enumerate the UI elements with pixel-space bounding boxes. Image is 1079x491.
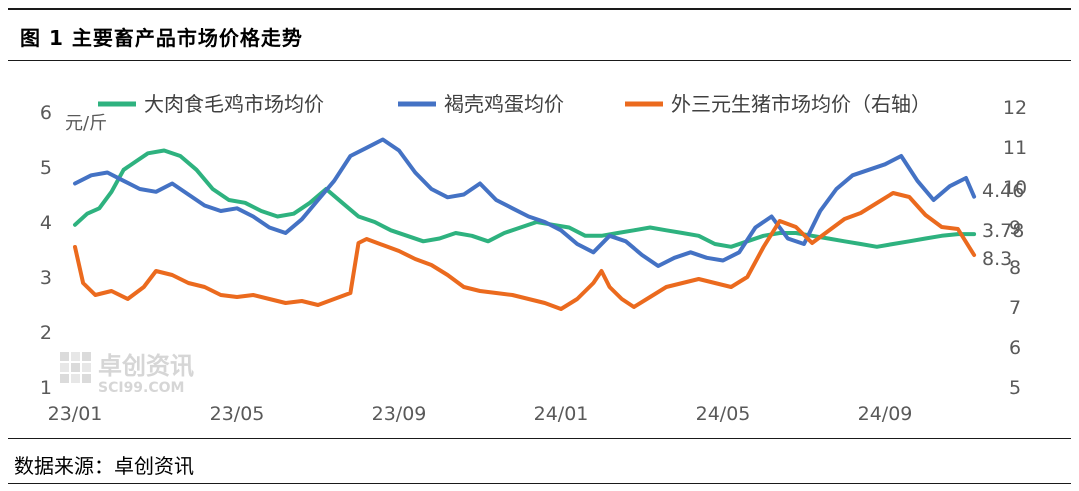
left-tick-label: 4 <box>40 212 52 234</box>
left-tick-label: 1 <box>40 377 52 399</box>
x-tick-label: 24/09 <box>858 403 913 425</box>
legend-label-2: 外三元生猪市场均价（右轴） <box>671 92 931 116</box>
left-axis-unit: 元/斤 <box>65 113 107 134</box>
series-line-0 <box>73 148 977 249</box>
right-tick-label: 12 <box>1003 97 1027 119</box>
left-y-axis: 1 2 3 4 5 6 <box>40 102 52 399</box>
x-tick-label: 23/05 <box>210 403 265 425</box>
watermark-site: SCI99.COM <box>98 380 184 396</box>
right-tick-label: 6 <box>1009 337 1021 359</box>
right-y-axis: 5 6 7 8 9 10 11 12 <box>1003 97 1027 399</box>
right-tick-label: 7 <box>1009 297 1021 319</box>
legend-label-1: 褐壳鸡蛋均价 <box>444 92 564 116</box>
end-value-labels: 3.78 4.46 8.3 <box>982 180 1024 270</box>
left-tick-label: 5 <box>40 157 52 179</box>
right-tick-label: 10 <box>1003 177 1027 199</box>
source-top-rule <box>8 438 1071 439</box>
series-line-1 <box>73 137 977 268</box>
right-tick-label: 11 <box>1003 137 1027 159</box>
right-tick-label: 8 <box>1009 257 1021 279</box>
left-tick-label: 2 <box>40 322 52 344</box>
legend-label-0: 大肉食毛鸡市场均价 <box>144 92 324 116</box>
bottom-rule <box>8 483 1071 484</box>
figure-title: 图 1 主要畜产品市场价格走势 <box>20 26 303 50</box>
title-underline <box>8 60 1071 61</box>
end-label-0: 3.78 <box>982 220 1024 242</box>
series-line-2 <box>73 191 977 311</box>
legend: 大肉食毛鸡市场均价 褐壳鸡蛋均价 外三元生猪市场均价（右轴） <box>98 92 931 116</box>
source-text: 数据来源：卓创资讯 <box>14 454 194 478</box>
end-label-2: 8.3 <box>982 248 1012 270</box>
x-tick-label: 23/01 <box>48 403 103 425</box>
left-tick-label: 6 <box>40 102 52 124</box>
watermark-brand: 卓创资讯 <box>98 352 194 380</box>
end-label-1: 4.46 <box>982 180 1024 202</box>
x-tick-label: 24/05 <box>696 403 751 425</box>
top-rule <box>8 8 1071 10</box>
right-tick-label: 9 <box>1009 217 1021 239</box>
series-lines <box>73 137 977 311</box>
watermark-logo: 卓创资讯 SCI99.COM <box>60 352 194 396</box>
x-tick-label: 23/09 <box>372 403 427 425</box>
left-tick-label: 3 <box>40 267 52 289</box>
x-tick-label: 24/01 <box>534 403 589 425</box>
x-axis: 23/01 23/05 23/09 24/01 24/05 24/09 <box>48 403 913 425</box>
right-tick-label: 5 <box>1009 377 1021 399</box>
